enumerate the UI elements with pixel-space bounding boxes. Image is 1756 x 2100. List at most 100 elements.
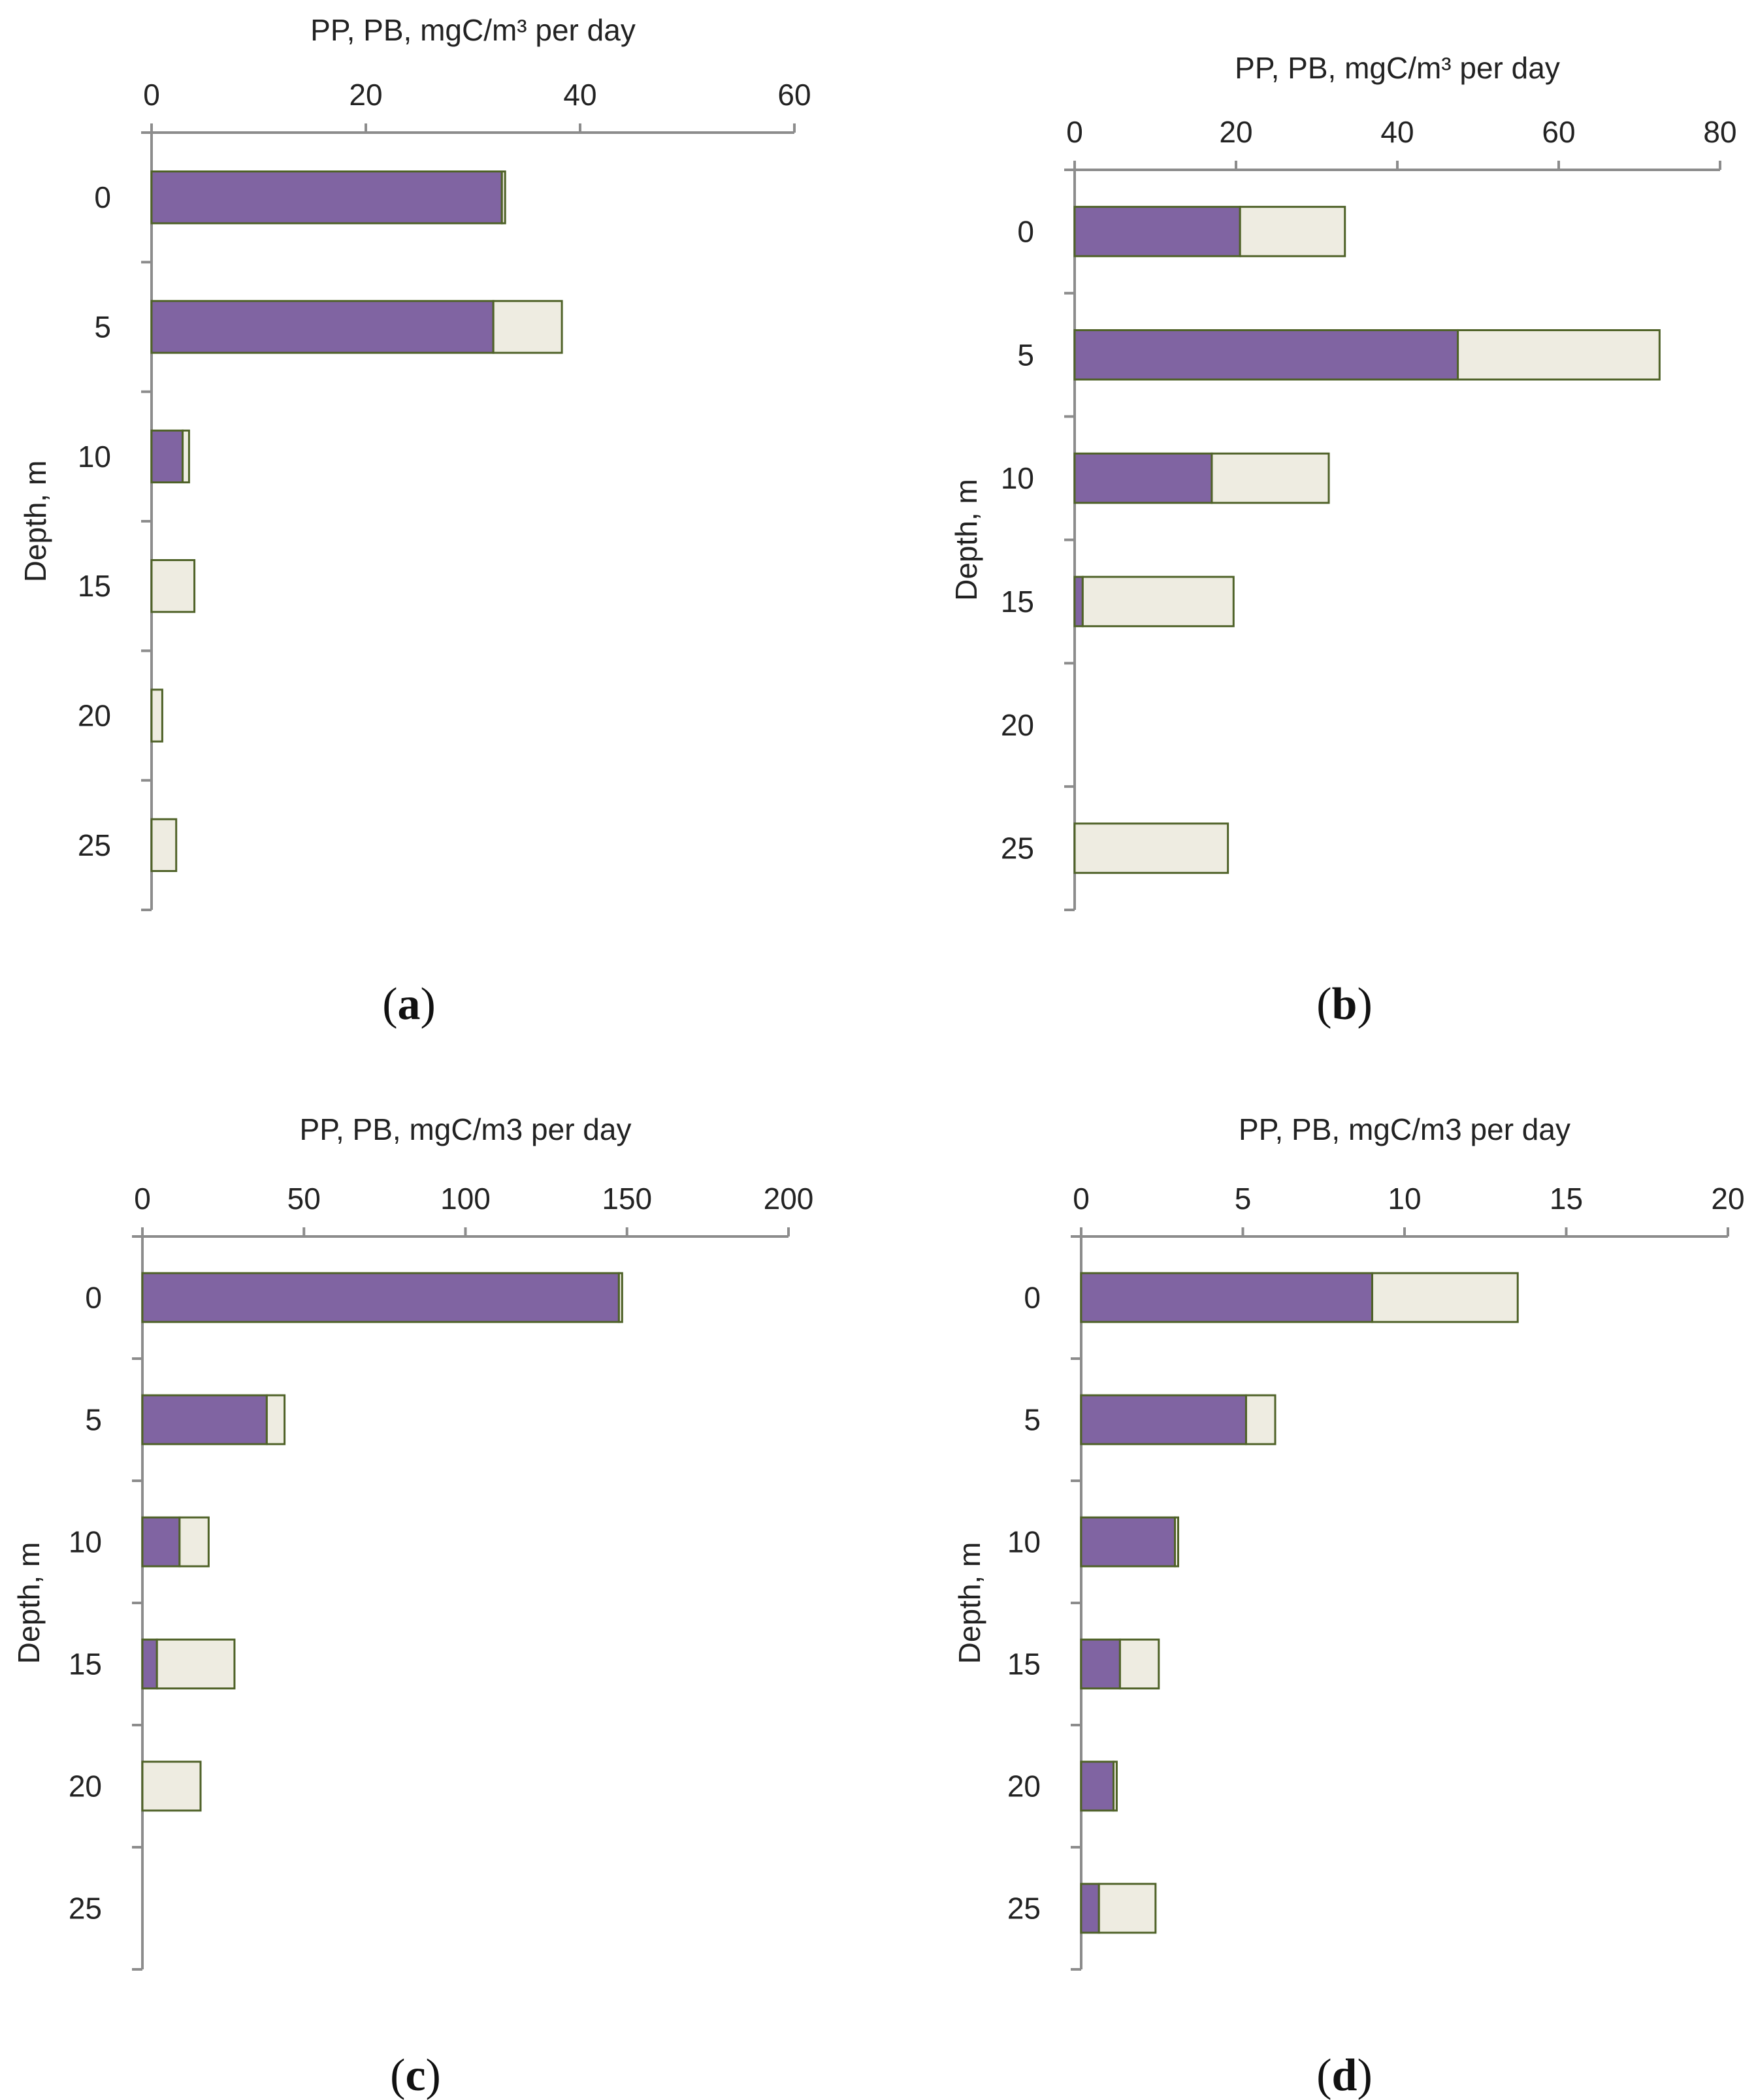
panel-label-open-paren: ( xyxy=(382,979,397,1029)
bar-pp-depth-10 xyxy=(1073,452,1213,504)
bar-pb-depth-5 xyxy=(1244,1394,1276,1446)
bar-pp-depth-0 xyxy=(1073,206,1241,257)
y-tick-label: 15 xyxy=(1007,1647,1041,1681)
bar-pb-depth-25 xyxy=(150,818,178,872)
x-tick-label: 40 xyxy=(563,78,596,112)
x-tick-label: 200 xyxy=(764,1182,814,1216)
y-tick-label: 20 xyxy=(1007,1769,1041,1803)
bar-pp-depth-10 xyxy=(1080,1516,1177,1568)
bar-pp-depth-25 xyxy=(1080,1882,1100,1934)
panel-label-close-paren: ) xyxy=(426,2050,441,2100)
bar-pb-depth-25 xyxy=(1098,1882,1157,1934)
bar-pp-depth-0 xyxy=(150,170,503,225)
bar-pp-depth-10 xyxy=(150,429,184,484)
y-tick-label: 15 xyxy=(1001,585,1034,619)
bar-pb-depth-0 xyxy=(617,1272,623,1323)
x-tick-label: 150 xyxy=(602,1182,652,1216)
bar-pp-depth-0 xyxy=(1080,1272,1373,1323)
y-tick-label: 25 xyxy=(1007,1892,1041,1926)
bar-pb-depth-15 xyxy=(155,1638,236,1690)
bar-pb-depth-10 xyxy=(182,429,190,484)
bar-pp-depth-5 xyxy=(1080,1394,1247,1446)
bar-pp-depth-15 xyxy=(141,1638,158,1690)
y-tick-label: 25 xyxy=(78,828,111,862)
bar-pb-depth-20 xyxy=(150,688,163,743)
y-axis-title: Depth, m xyxy=(949,479,983,601)
x-axis-title: PP, PB, mgC/m3 per day xyxy=(300,1112,632,1146)
y-tick-label: 5 xyxy=(85,1403,102,1437)
x-tick-label: 60 xyxy=(1542,115,1575,149)
y-tick-label: 5 xyxy=(1024,1403,1041,1437)
panel-d: 0 5 10 15 20 0 5 10 15 20 25 PP, PB, mgC/m3 per day… xyxy=(952,1112,1745,2100)
panel-label: (a) xyxy=(382,979,436,1029)
panel-label-open-paren: ( xyxy=(1316,979,1331,1029)
x-tick-label: 20 xyxy=(1219,115,1252,149)
x-tick-label: 15 xyxy=(1550,1182,1583,1216)
panel-label-open-paren: ( xyxy=(1316,2050,1331,2100)
panel-a: 0 20 40 60 0 5 10 15 20 25 PP, PB, mgC/m³ per day D… xyxy=(18,13,811,1029)
panel-label-letter: b xyxy=(1332,979,1358,1029)
bar-pb-depth-25 xyxy=(1073,822,1229,874)
bar-pp-depth-20 xyxy=(1080,1760,1114,1812)
x-tick-label: 5 xyxy=(1235,1182,1252,1216)
y-tick-label: 0 xyxy=(1024,1281,1041,1315)
x-tick-label: 20 xyxy=(349,78,382,112)
bar-pp-depth-5 xyxy=(141,1394,268,1446)
y-tick-label: 5 xyxy=(94,310,111,344)
bar-pb-depth-15 xyxy=(1118,1638,1160,1690)
y-tick-label: 10 xyxy=(69,1525,102,1559)
panel-label: (d) xyxy=(1316,2050,1373,2100)
y-tick-label: 20 xyxy=(1001,708,1034,742)
y-tick-label: 25 xyxy=(69,1892,102,1926)
y-axis-title: Depth, m xyxy=(952,1542,986,1664)
bar-pb-depth-0 xyxy=(1371,1272,1519,1323)
x-tick-label: 20 xyxy=(1711,1182,1744,1216)
panel-b: 0 20 40 60 80 0 5 10 15 20 25 PP, PB, mgC/m³ per da… xyxy=(949,51,1737,1029)
x-tick-label: 0 xyxy=(1073,1182,1090,1216)
x-tick-label: 80 xyxy=(1703,115,1736,149)
x-tick-label: 0 xyxy=(1066,115,1083,149)
bar-pb-depth-15 xyxy=(1081,575,1235,628)
y-tick-label: 0 xyxy=(85,1281,102,1315)
y-tick-label: 25 xyxy=(1001,832,1034,865)
x-tick-label: 100 xyxy=(440,1182,491,1216)
bar-pb-depth-15 xyxy=(150,559,196,613)
x-tick-label: 40 xyxy=(1380,115,1414,149)
bar-pb-depth-0 xyxy=(500,170,506,225)
x-axis-title: PP, PB, mgC/m³ per day xyxy=(310,13,636,47)
y-tick-label: 10 xyxy=(1001,461,1034,495)
bar-pp-depth-10 xyxy=(141,1516,181,1568)
panel-label: (b) xyxy=(1316,979,1373,1029)
bar-pp-depth-5 xyxy=(1073,329,1459,381)
y-tick-label: 0 xyxy=(1017,214,1034,248)
bar-pb-depth-20 xyxy=(141,1760,202,1812)
x-tick-label: 60 xyxy=(777,78,811,112)
x-tick-label: 50 xyxy=(287,1182,321,1216)
panel-label: (c) xyxy=(390,2050,441,2100)
x-axis-title: PP, PB, mgC/m3 per day xyxy=(1239,1112,1570,1146)
panel-c: 0 50 100 150 200 0 5 10 15 20 25 PP, PB, mgC/m3 per… xyxy=(12,1112,813,2100)
panel-label-close-paren: ) xyxy=(1357,2050,1372,2100)
panel-label-letter: c xyxy=(405,2050,425,2100)
bar-pb-depth-20 xyxy=(1113,1760,1118,1812)
y-axis-title: Depth, m xyxy=(18,460,52,583)
y-tick-label: 20 xyxy=(78,699,111,733)
panel-label-open-paren: ( xyxy=(390,2050,405,2100)
y-tick-label: 10 xyxy=(1007,1525,1041,1559)
bar-pp-depth-15 xyxy=(1080,1638,1121,1690)
y-tick-label: 15 xyxy=(69,1647,102,1681)
bar-pb-depth-10 xyxy=(1174,1516,1180,1568)
bar-pb-depth-5 xyxy=(1457,329,1661,381)
panel-label-letter: a xyxy=(398,979,421,1029)
bar-pp-depth-0 xyxy=(141,1272,620,1323)
x-tick-label: 0 xyxy=(143,78,160,112)
bar-pb-depth-5 xyxy=(492,300,563,354)
y-tick-label: 20 xyxy=(69,1769,102,1803)
bar-pp-depth-5 xyxy=(150,300,495,354)
y-tick-label: 0 xyxy=(94,180,111,214)
x-axis-title: PP, PB, mgC/m³ per day xyxy=(1235,51,1560,85)
bar-pb-depth-10 xyxy=(1211,452,1330,504)
y-tick-label: 5 xyxy=(1017,338,1034,372)
y-axis-title: Depth, m xyxy=(12,1542,46,1664)
